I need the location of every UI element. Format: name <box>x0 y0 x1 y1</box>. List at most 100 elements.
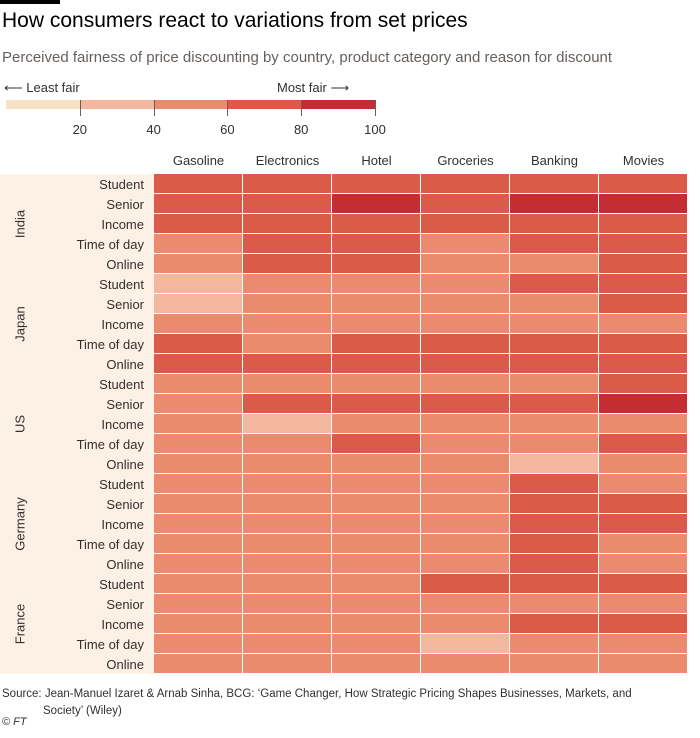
row-label: Student <box>99 577 144 592</box>
column-header: Gasoline <box>172 153 225 168</box>
heatmap-cell <box>421 434 510 454</box>
heatmap-cell <box>154 434 243 454</box>
heatmap-cell <box>332 654 421 674</box>
heatmap-cell <box>243 454 332 474</box>
country-label: Japan <box>12 306 28 342</box>
heatmap-cell <box>243 514 332 534</box>
heatmap-cell <box>599 654 688 674</box>
row-label: Income <box>101 617 144 632</box>
heatmap-cell <box>154 554 243 574</box>
column-header: Banking <box>531 153 578 168</box>
heatmap-cell <box>510 474 599 494</box>
heatmap-cell <box>243 294 332 314</box>
heatmap-cell <box>154 334 243 354</box>
row-label: Online <box>106 357 144 372</box>
heatmap-cell <box>243 434 332 454</box>
heatmap-cell <box>154 174 243 194</box>
heatmap-cell <box>421 254 510 274</box>
heatmap-cell <box>243 494 332 514</box>
heatmap-cell <box>154 294 243 314</box>
heatmap-cell <box>421 274 510 294</box>
source-note: Source: Jean-Manuel Izaret & Arnab Sinha… <box>2 686 662 720</box>
heatmap-cell <box>599 514 688 534</box>
heatmap-cell <box>332 494 421 514</box>
heatmap-cell <box>332 294 421 314</box>
heatmap-cell <box>421 174 510 194</box>
row-label: Time of day <box>76 437 144 452</box>
heatmap-cell <box>332 354 421 374</box>
heatmap-cell <box>421 194 510 214</box>
heatmap-cell <box>421 394 510 414</box>
heatmap-cell <box>421 294 510 314</box>
row-label: Senior <box>106 397 144 412</box>
row-label: Student <box>99 177 144 192</box>
heatmap-cell <box>421 474 510 494</box>
heatmap-cell <box>154 654 243 674</box>
heatmap-cell <box>599 234 688 254</box>
heatmap-cell <box>510 354 599 374</box>
heatmap-cell <box>154 534 243 554</box>
heatmap-cell <box>154 274 243 294</box>
heatmap-cell <box>332 314 421 334</box>
heatmap-cell <box>421 354 510 374</box>
heatmap-cell <box>332 174 421 194</box>
heatmap-cell <box>154 194 243 214</box>
heatmap-cell <box>243 234 332 254</box>
heatmap-cell <box>510 234 599 254</box>
legend-least-fair: ⟵ Least fair <box>4 80 80 96</box>
heatmap-cell <box>154 494 243 514</box>
heatmap-cell <box>421 234 510 254</box>
heatmap-cell <box>243 654 332 674</box>
heatmap-cell <box>154 214 243 234</box>
legend-swatch-3 <box>153 100 228 109</box>
row-label: Senior <box>106 197 144 212</box>
heatmap-cell <box>243 214 332 234</box>
heatmap-cell <box>154 474 243 494</box>
heatmap-cell <box>332 274 421 294</box>
heatmap-cell <box>154 394 243 414</box>
legend-swatch-2 <box>79 100 154 109</box>
country-band <box>0 474 154 574</box>
heatmap-cell <box>599 574 688 594</box>
heatmap-cell <box>510 594 599 614</box>
heatmap-cell <box>243 414 332 434</box>
heatmap-cell <box>510 314 599 334</box>
country-band <box>0 374 154 474</box>
heatmap-cell <box>243 394 332 414</box>
heatmap-cell <box>332 234 421 254</box>
heatmap-cell <box>421 534 510 554</box>
legend-tick-label: 100 <box>364 122 386 137</box>
heatmap-cell <box>510 294 599 314</box>
row-label: Time of day <box>76 537 144 552</box>
legend-tick-label: 40 <box>146 122 161 137</box>
legend-tick <box>79 100 81 116</box>
heatmap-cell <box>510 394 599 414</box>
heatmap-cell <box>510 454 599 474</box>
legend-tick-label: 60 <box>220 122 235 137</box>
heatmap-cell <box>243 194 332 214</box>
legend-tick <box>153 100 155 116</box>
heatmap-cell <box>243 274 332 294</box>
row-label: Student <box>99 477 144 492</box>
heatmap-cell <box>243 254 332 274</box>
heatmap-cell <box>243 614 332 634</box>
heatmap-cell <box>599 474 688 494</box>
source-line-1: Source: Jean-Manuel Izaret & Arnab Sinha… <box>2 688 632 700</box>
heatmap-cell <box>599 594 688 614</box>
heatmap-cell <box>599 374 688 394</box>
heatmap-cell <box>332 474 421 494</box>
heatmap-cell <box>243 634 332 654</box>
heatmap-cell <box>510 194 599 214</box>
heatmap-cell <box>510 614 599 634</box>
heatmap-cell <box>510 374 599 394</box>
row-label: Income <box>101 417 144 432</box>
heatmap-cell <box>421 614 510 634</box>
heatmap-cell <box>599 194 688 214</box>
heatmap-cell <box>599 494 688 514</box>
column-header: Electronics <box>255 153 320 168</box>
heatmap-cell <box>154 634 243 654</box>
heatmap-cell <box>599 334 688 354</box>
heatmap-cell <box>599 414 688 434</box>
left-arrow-icon: ⟵ <box>4 80 23 95</box>
heatmap-cell <box>332 454 421 474</box>
